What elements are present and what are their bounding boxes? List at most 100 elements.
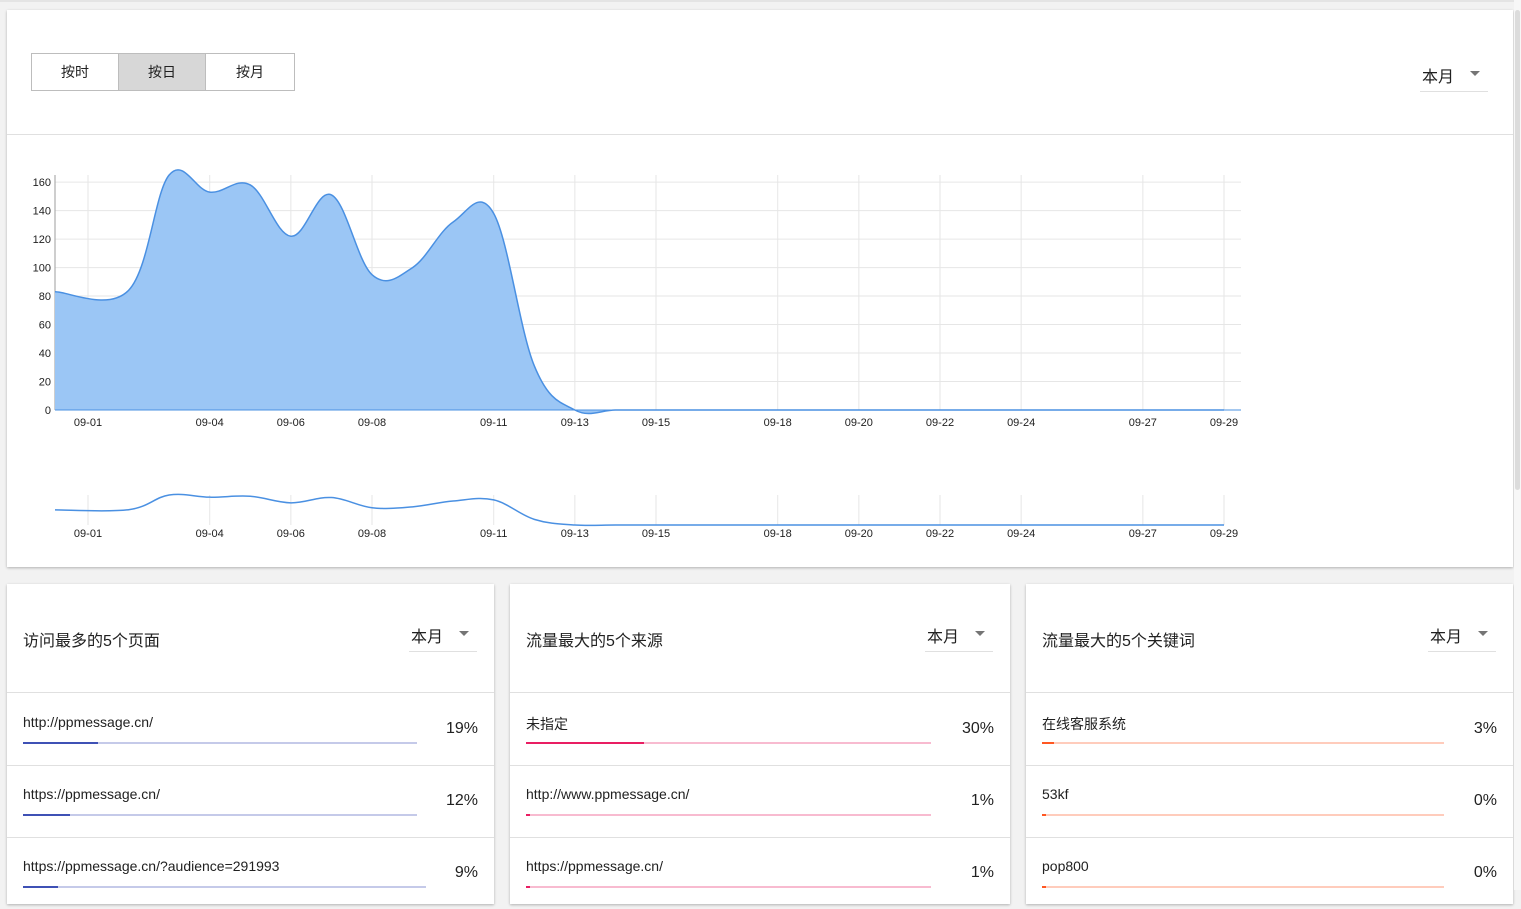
row-label: https://ppmessage.cn/ bbox=[23, 786, 160, 802]
panel-title: 流量最大的5个来源 bbox=[526, 633, 663, 650]
row-percent: 9% bbox=[454, 864, 478, 881]
traffic-chart-card: 按时 按日 按月 本月 0 20 40 60 80 100 120 140 160 09-01 0… bbox=[7, 10, 1513, 567]
list-item[interactable]: https://ppmessage.cn/?audience=291993 9% bbox=[7, 837, 494, 909]
panel-divider bbox=[1026, 692, 1513, 693]
progress-bar bbox=[1042, 814, 1444, 816]
progress-bar bbox=[23, 814, 417, 816]
scrollbar-thumb[interactable] bbox=[1515, 10, 1520, 490]
list-item[interactable]: https://ppmessage.cn/1% bbox=[510, 837, 1010, 909]
navigator-x-tick-label: 09-24 bbox=[1007, 528, 1035, 540]
panel-range-value: 本月 bbox=[1430, 629, 1463, 646]
navigator-x-tick-label: 09-29 bbox=[1210, 528, 1238, 540]
y-tick-label: 80 bbox=[39, 291, 51, 303]
x-tick-label: 09-22 bbox=[926, 417, 954, 429]
x-tick-label: 09-24 bbox=[1007, 417, 1035, 429]
row-divider bbox=[7, 837, 494, 838]
panel-range-select[interactable]: 本月 bbox=[409, 617, 477, 652]
y-tick-label: 160 bbox=[33, 177, 51, 189]
x-tick-label: 09-27 bbox=[1129, 417, 1157, 429]
progress-fill bbox=[526, 742, 645, 744]
chevron-down-icon bbox=[975, 631, 985, 636]
top-pages-panel: 访问最多的5个页面 本月 http://ppmessage.cn/19% http… bbox=[7, 584, 494, 904]
row-percent: 0% bbox=[1473, 864, 1497, 881]
tab-by-hour[interactable]: 按时 bbox=[32, 54, 119, 90]
panel-divider bbox=[7, 692, 494, 693]
tab-by-day[interactable]: 按日 bbox=[119, 54, 206, 90]
progress-bar bbox=[1042, 742, 1444, 744]
progress-fill bbox=[23, 742, 98, 744]
list-item[interactable]: 在线客服系统 3% bbox=[1026, 693, 1513, 765]
y-tick-label: 20 bbox=[39, 377, 51, 389]
progress-bar bbox=[526, 814, 931, 816]
x-tick-label: 09-13 bbox=[561, 417, 589, 429]
row-percent: 1% bbox=[970, 792, 994, 809]
x-tick-label: 09-11 bbox=[480, 417, 507, 429]
panel-range-select[interactable]: 本月 bbox=[1428, 617, 1496, 652]
row-percent: 12% bbox=[445, 792, 478, 809]
y-tick-label: 100 bbox=[33, 263, 51, 275]
row-divider bbox=[510, 837, 1010, 838]
y-tick-label: 120 bbox=[33, 234, 51, 246]
x-tick-label: 09-15 bbox=[642, 417, 670, 429]
row-percent: 30% bbox=[961, 720, 994, 737]
chart-range-select[interactable]: 本月 bbox=[1420, 57, 1488, 92]
chevron-down-icon bbox=[1478, 631, 1488, 636]
chevron-down-icon bbox=[1470, 71, 1480, 76]
panel-divider bbox=[510, 692, 1010, 693]
row-label: 未指定 bbox=[526, 716, 568, 732]
x-tick-label: 09-18 bbox=[764, 417, 792, 429]
tab-by-month[interactable]: 按月 bbox=[206, 54, 294, 90]
progress-fill bbox=[526, 814, 530, 816]
row-percent: 3% bbox=[1473, 720, 1497, 737]
row-divider bbox=[1026, 765, 1513, 766]
row-divider bbox=[1026, 837, 1513, 838]
progress-fill bbox=[1042, 742, 1054, 744]
top-keywords-panel: 流量最大的5个关键词 本月 在线客服系统 3% 53kf 0% pop800 0% bbox=[1026, 584, 1513, 904]
progress-fill bbox=[1042, 886, 1046, 888]
navigator-line bbox=[54, 493, 1224, 527]
progress-bar bbox=[23, 886, 426, 888]
row-label: 53kf bbox=[1042, 786, 1069, 802]
granularity-toggle: 按时 按日 按月 bbox=[31, 53, 295, 91]
y-tick-label: 60 bbox=[39, 320, 51, 332]
x-tick-label: 09-04 bbox=[196, 417, 224, 429]
navigator-x-tick-label: 09-04 bbox=[196, 528, 224, 540]
list-item[interactable]: http://ppmessage.cn/19% bbox=[7, 693, 494, 765]
list-item[interactable]: pop800 0% bbox=[1026, 837, 1513, 909]
list-item[interactable]: 53kf 0% bbox=[1026, 765, 1513, 837]
x-tick-label: 09-01 bbox=[74, 417, 102, 429]
list-item[interactable]: 未指定 30% bbox=[510, 693, 1010, 765]
panel-range-value: 本月 bbox=[927, 629, 960, 646]
chart-range-value: 本月 bbox=[1422, 69, 1455, 86]
row-label: https://ppmessage.cn/ bbox=[526, 858, 663, 874]
navigator-x-tick-label: 09-01 bbox=[74, 528, 102, 540]
navigator-x-tick-label: 09-13 bbox=[561, 528, 589, 540]
area-chart: 0 20 40 60 80 100 120 140 160 09-01 09-04 09-06 09-… bbox=[33, 169, 1241, 540]
navigator-x-tick-label: 09-08 bbox=[358, 528, 386, 540]
row-percent: 19% bbox=[445, 720, 478, 737]
progress-fill bbox=[526, 886, 530, 888]
row-label: 在线客服系统 bbox=[1042, 716, 1126, 732]
navigator-x-tick-label: 09-18 bbox=[764, 528, 792, 540]
x-tick-label: 09-08 bbox=[358, 417, 386, 429]
x-tick-label: 09-06 bbox=[277, 417, 305, 429]
y-tick-label: 140 bbox=[33, 206, 51, 218]
progress-bar bbox=[1042, 886, 1444, 888]
row-percent: 0% bbox=[1473, 792, 1497, 809]
list-item[interactable]: https://ppmessage.cn/12% bbox=[7, 765, 494, 837]
navigator-x-tick-label: 09-06 bbox=[277, 528, 305, 540]
panel-range-select[interactable]: 本月 bbox=[925, 617, 993, 652]
panel-title: 访问最多的5个页面 bbox=[23, 633, 160, 650]
top-border bbox=[0, 0, 1521, 2]
progress-fill bbox=[23, 814, 71, 816]
navigator-x-tick-label: 09-27 bbox=[1129, 528, 1157, 540]
chevron-down-icon bbox=[459, 631, 469, 636]
progress-bar bbox=[526, 742, 931, 744]
x-tick-label: 09-29 bbox=[1210, 417, 1238, 429]
row-label: pop800 bbox=[1042, 858, 1089, 874]
navigator-x-tick-label: 09-15 bbox=[642, 528, 670, 540]
top-sources-panel: 流量最大的5个来源 本月 未指定 30% http://www.ppmessage.… bbox=[510, 584, 1010, 904]
y-tick-label: 0 bbox=[45, 405, 51, 417]
navigator-x-tick-label: 09-22 bbox=[926, 528, 954, 540]
list-item[interactable]: http://www.ppmessage.cn/1% bbox=[510, 765, 1010, 837]
